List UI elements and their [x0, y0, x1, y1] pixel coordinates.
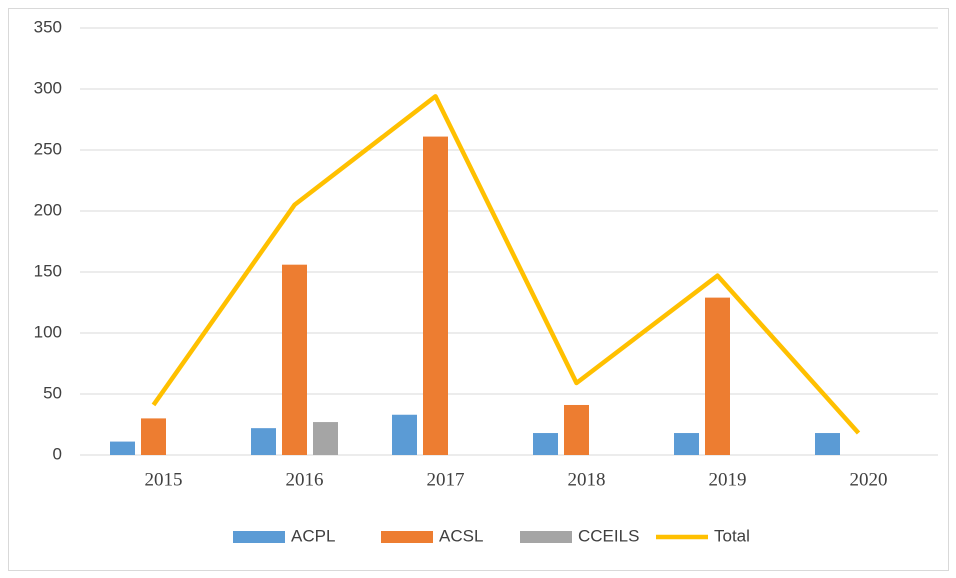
y-tick-label: 0 [53, 444, 62, 463]
x-tick-label: 2019 [709, 469, 747, 490]
x-tick-label: 2017 [427, 469, 465, 490]
bar [564, 404, 589, 455]
chart-border [8, 8, 949, 571]
legend-swatch [520, 531, 572, 543]
bar [392, 414, 417, 455]
x-tick-label: 2015 [145, 469, 183, 490]
bar [251, 428, 276, 455]
legend-swatch [233, 531, 285, 543]
bar [705, 297, 730, 455]
y-tick-label: 150 [34, 261, 62, 280]
bar [533, 433, 558, 455]
legend-label: ACSL [439, 526, 483, 545]
y-tick-label: 50 [43, 383, 62, 402]
x-tick-label: 2018 [568, 469, 606, 490]
legend-swatch [381, 531, 433, 543]
y-tick-label: 300 [34, 78, 62, 97]
bar [423, 136, 448, 455]
y-tick-label: 350 [34, 17, 62, 36]
bar [313, 422, 338, 455]
x-tick-label: 2016 [286, 469, 324, 490]
bar [674, 433, 699, 455]
y-tick-label: 100 [34, 322, 62, 341]
bar [282, 264, 307, 455]
y-tick-label: 200 [34, 200, 62, 219]
legend-label: CCEILS [578, 526, 639, 545]
bar [110, 441, 135, 455]
bar [815, 433, 840, 455]
y-tick-label: 250 [34, 139, 62, 158]
legend-label: ACPL [291, 526, 335, 545]
legend-label: Total [714, 526, 750, 545]
bar [141, 418, 166, 455]
line [151, 94, 861, 435]
x-tick-label: 2020 [850, 469, 888, 490]
